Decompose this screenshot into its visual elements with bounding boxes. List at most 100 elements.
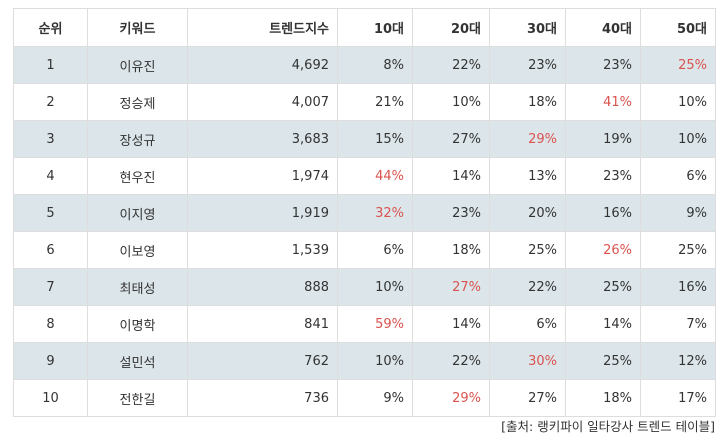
age-50s-cell: 10% — [640, 120, 716, 158]
age-50s-cell: 16% — [640, 268, 716, 306]
age-20s-cell: 27% — [412, 268, 490, 306]
table-row: 1 이유진 4,692 8% 22% 23% 23% 25% — [13, 46, 716, 84]
trend-index-cell: 1,919 — [187, 194, 338, 232]
age-10s-cell: 15% — [337, 120, 413, 158]
age-30s-cell: 22% — [489, 268, 566, 306]
header-age-30s: 30대 — [489, 8, 566, 47]
age-30s-cell: 25% — [489, 231, 566, 269]
trend-table: 순위 키워드 트렌드지수 10대 20대 30대 40대 50대 1 이유진 4,6… — [13, 8, 716, 417]
rank-cell: 2 — [13, 83, 88, 121]
trend-index-cell: 3,683 — [187, 120, 338, 158]
table-row: 9 설민석 762 10% 22% 30% 25% 12% — [13, 342, 716, 380]
trend-table-container: 순위 키워드 트렌드지수 10대 20대 30대 40대 50대 1 이유진 4,6… — [13, 8, 716, 417]
age-20s-cell: 22% — [412, 342, 490, 380]
age-30s-cell: 29% — [489, 120, 566, 158]
trend-index-cell: 762 — [187, 342, 338, 380]
table-row: 8 이명학 841 59% 14% 6% 14% 7% — [13, 305, 716, 343]
age-40s-cell: 19% — [565, 120, 641, 158]
age-40s-cell: 14% — [565, 305, 641, 343]
age-30s-cell: 6% — [489, 305, 566, 343]
age-50s-cell: 6% — [640, 157, 716, 195]
age-30s-cell: 18% — [489, 83, 566, 121]
rank-cell: 4 — [13, 157, 88, 195]
age-10s-cell: 6% — [337, 231, 413, 269]
rank-cell: 1 — [13, 46, 88, 84]
table-header: 순위 키워드 트렌드지수 10대 20대 30대 40대 50대 — [13, 8, 716, 47]
source-caption: [출처: 랭키파이 일타강사 트렌드 테이블] — [501, 419, 715, 434]
keyword-cell: 장성규 — [87, 120, 188, 158]
keyword-cell: 이유진 — [87, 46, 188, 84]
age-40s-cell: 41% — [565, 83, 641, 121]
header-rank: 순위 — [13, 8, 88, 47]
age-20s-cell: 23% — [412, 194, 490, 232]
table-row: 2 정승제 4,007 21% 10% 18% 41% 10% — [13, 83, 716, 121]
trend-index-cell: 888 — [187, 268, 338, 306]
age-50s-cell: 17% — [640, 379, 716, 417]
age-30s-cell: 30% — [489, 342, 566, 380]
keyword-cell: 최태성 — [87, 268, 188, 306]
age-10s-cell: 9% — [337, 379, 413, 417]
age-20s-cell: 27% — [412, 120, 490, 158]
age-10s-cell: 44% — [337, 157, 413, 195]
age-30s-cell: 20% — [489, 194, 566, 232]
age-50s-cell: 25% — [640, 46, 716, 84]
age-20s-cell: 22% — [412, 46, 490, 84]
keyword-cell: 이보영 — [87, 231, 188, 269]
table-body: 1 이유진 4,692 8% 22% 23% 23% 25% 2 정승제 4,007 21% 10% 18… — [13, 46, 716, 417]
age-50s-cell: 25% — [640, 231, 716, 269]
rank-cell: 5 — [13, 194, 88, 232]
rank-cell: 9 — [13, 342, 88, 380]
header-age-10s: 10대 — [337, 8, 413, 47]
keyword-cell: 이지영 — [87, 194, 188, 232]
trend-index-cell: 736 — [187, 379, 338, 417]
rank-cell: 8 — [13, 305, 88, 343]
age-20s-cell: 14% — [412, 157, 490, 195]
age-10s-cell: 10% — [337, 268, 413, 306]
age-40s-cell: 25% — [565, 268, 641, 306]
age-50s-cell: 7% — [640, 305, 716, 343]
trend-index-cell: 4,692 — [187, 46, 338, 84]
age-10s-cell: 32% — [337, 194, 413, 232]
age-30s-cell: 23% — [489, 46, 566, 84]
trend-index-cell: 1,974 — [187, 157, 338, 195]
trend-index-cell: 4,007 — [187, 83, 338, 121]
table-row: 10 전한길 736 9% 29% 27% 18% 17% — [13, 379, 716, 417]
age-50s-cell: 10% — [640, 83, 716, 121]
trend-index-cell: 1,539 — [187, 231, 338, 269]
header-trend-index: 트렌드지수 — [187, 8, 338, 47]
header-keyword: 키워드 — [87, 8, 188, 47]
header-age-20s: 20대 — [412, 8, 490, 47]
rank-cell: 3 — [13, 120, 88, 158]
table-row: 4 현우진 1,974 44% 14% 13% 23% 6% — [13, 157, 716, 195]
rank-cell: 7 — [13, 268, 88, 306]
age-30s-cell: 13% — [489, 157, 566, 195]
age-40s-cell: 25% — [565, 342, 641, 380]
keyword-cell: 정승제 — [87, 83, 188, 121]
keyword-cell: 전한길 — [87, 379, 188, 417]
keyword-cell: 이명학 — [87, 305, 188, 343]
header-age-40s: 40대 — [565, 8, 641, 47]
keyword-cell: 설민석 — [87, 342, 188, 380]
age-30s-cell: 27% — [489, 379, 566, 417]
age-20s-cell: 29% — [412, 379, 490, 417]
table-row: 5 이지영 1,919 32% 23% 20% 16% 9% — [13, 194, 716, 232]
header-row: 순위 키워드 트렌드지수 10대 20대 30대 40대 50대 — [13, 8, 716, 47]
age-10s-cell: 21% — [337, 83, 413, 121]
rank-cell: 10 — [13, 379, 88, 417]
age-10s-cell: 10% — [337, 342, 413, 380]
age-40s-cell: 23% — [565, 157, 641, 195]
age-50s-cell: 12% — [640, 342, 716, 380]
trend-index-cell: 841 — [187, 305, 338, 343]
table-row: 3 장성규 3,683 15% 27% 29% 19% 10% — [13, 120, 716, 158]
age-10s-cell: 8% — [337, 46, 413, 84]
table-row: 6 이보영 1,539 6% 18% 25% 26% 25% — [13, 231, 716, 269]
age-20s-cell: 14% — [412, 305, 490, 343]
age-20s-cell: 18% — [412, 231, 490, 269]
age-40s-cell: 16% — [565, 194, 641, 232]
rank-cell: 6 — [13, 231, 88, 269]
age-40s-cell: 26% — [565, 231, 641, 269]
header-age-50s: 50대 — [640, 8, 716, 47]
age-20s-cell: 10% — [412, 83, 490, 121]
age-50s-cell: 9% — [640, 194, 716, 232]
age-40s-cell: 18% — [565, 379, 641, 417]
